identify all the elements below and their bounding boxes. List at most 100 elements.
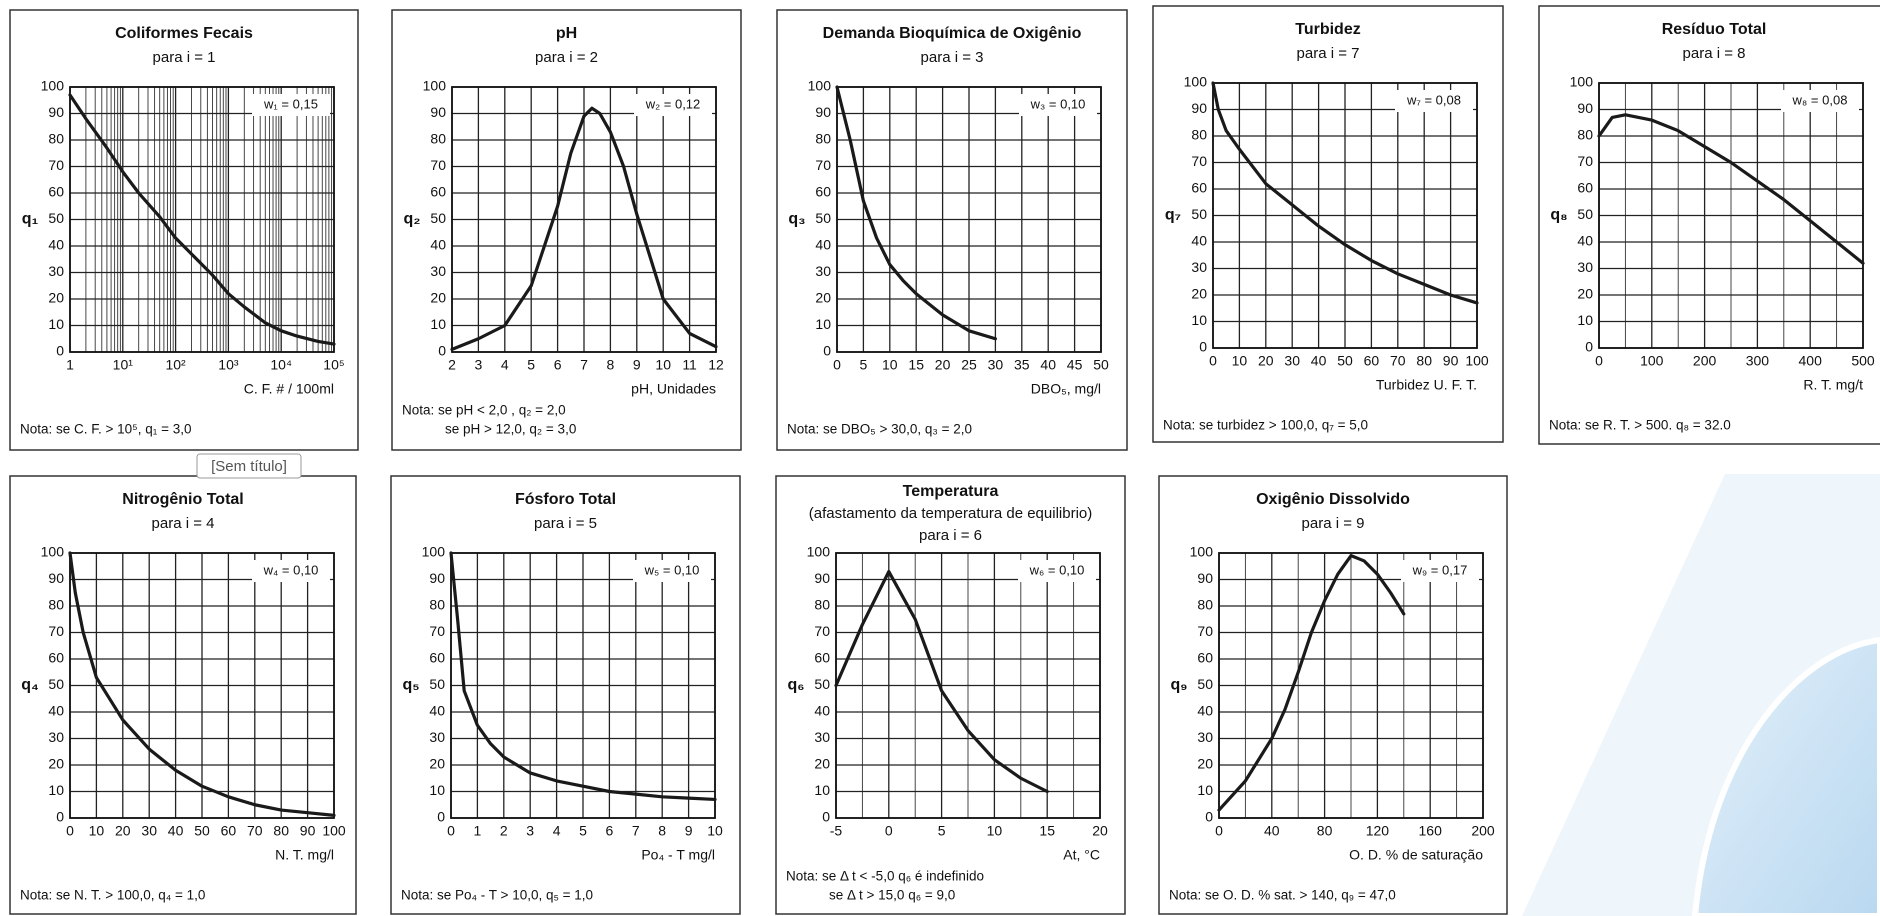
- y-tick-label: 50: [48, 676, 64, 692]
- y-tick-label: 0: [823, 343, 831, 359]
- y-tick-label: 60: [815, 184, 831, 200]
- chart-subtitle: para i = 5: [534, 515, 597, 532]
- y-tick-label: 100: [1190, 544, 1214, 560]
- x-tick-label: 30: [1284, 353, 1300, 369]
- plot-border: [1598, 82, 1864, 349]
- x-tick-label: 90: [1443, 353, 1459, 369]
- weight-label: w₈ = 0,08: [1792, 92, 1848, 107]
- water-drop: [1691, 636, 1880, 916]
- weight-label: w₅ = 0,10: [644, 562, 700, 577]
- y-tick-label: 100: [1184, 74, 1208, 90]
- x-tick-label: 6: [606, 823, 614, 839]
- x-axis-label: At, °C: [1063, 847, 1100, 863]
- chart-subtitle: para i = 8: [1683, 45, 1746, 62]
- y-tick-label: 50: [1577, 206, 1593, 222]
- y-tick-label: 70: [815, 157, 831, 173]
- y-tick-label: 60: [1577, 180, 1593, 196]
- y-tick-label: 30: [814, 729, 830, 745]
- chart-title: Nitrogênio Total: [122, 491, 243, 508]
- y-tick-label: 20: [1577, 286, 1593, 302]
- y-tick-label: 10: [1197, 782, 1213, 798]
- chart-title: Demanda Bioquímica de Oxigênio: [823, 25, 1082, 42]
- weight-box: [1395, 90, 1473, 112]
- note: Nota: se C. F. > 10⁵, q₁ = 3,0: [20, 422, 192, 437]
- x-tick-label: 3: [526, 823, 534, 839]
- chart-subtitle: para i = 9: [1302, 515, 1365, 532]
- chart-panel: Demanda Bioquímica de Oxigênio para i = 3…: [776, 9, 1128, 451]
- x-tick-label: 2: [448, 357, 456, 373]
- y-tick-label: 100: [422, 544, 446, 560]
- x-tick-label: 70: [1390, 353, 1406, 369]
- curve: [450, 106, 718, 351]
- chart-panel: Oxigênio Dissolvido para i = 9 0 40 80 120 160…: [1158, 475, 1508, 915]
- chart-title: Coliformes Fecais: [115, 25, 253, 42]
- panel-border: [1152, 5, 1504, 443]
- x-tick-label: 10: [987, 823, 1003, 839]
- x-tick-label: 20: [1092, 823, 1108, 839]
- weight-box: [1401, 560, 1479, 582]
- y-tick-label: 80: [1197, 597, 1213, 613]
- x-tick-label: 0: [1215, 823, 1223, 839]
- panel-border: [775, 475, 1126, 915]
- y-tick-label: 70: [429, 623, 445, 639]
- x-tick-label: 60: [221, 823, 237, 839]
- y-tick-label: 40: [815, 237, 831, 253]
- y-tick-label: 90: [48, 104, 64, 120]
- y-tick-label: 20: [1197, 756, 1213, 772]
- curve: [1217, 554, 1406, 812]
- curve: [1597, 113, 1865, 265]
- y-tick-label: 20: [814, 756, 830, 772]
- note: Nota: se DBO₅ > 30,0, q₃ = 2,0: [787, 422, 972, 437]
- y-axis-label: q₄: [21, 677, 38, 694]
- x-tick-label: 20: [1258, 353, 1274, 369]
- x-tick-label: 100: [1465, 353, 1489, 369]
- x-tick-label: 10¹: [113, 357, 134, 373]
- x-tick-label: 12: [708, 357, 724, 373]
- note: se pH > 12,0, q₂ = 3,0: [445, 422, 576, 437]
- y-tick-label: 40: [1191, 233, 1207, 249]
- x-tick-label: 8: [607, 357, 615, 373]
- x-tick-label: 200: [1693, 353, 1717, 369]
- x-tick-label: 100: [322, 823, 346, 839]
- y-tick-label: 40: [48, 703, 64, 719]
- x-tick-label: 0: [885, 823, 893, 839]
- x-tick-label: 5: [938, 823, 946, 839]
- x-tick-label: 15: [908, 357, 924, 373]
- chart-title: Turbidez: [1295, 21, 1360, 38]
- x-tick-label: 60: [1364, 353, 1380, 369]
- y-tick-label: 70: [1191, 153, 1207, 169]
- y-tick-label: 50: [430, 210, 446, 226]
- y-tick-label: 40: [429, 703, 445, 719]
- x-tick-label: 30: [988, 357, 1004, 373]
- x-tick-label: -5: [830, 823, 843, 839]
- y-tick-label: 70: [430, 157, 446, 173]
- chart-subtitle: para i = 6: [919, 527, 982, 544]
- note: se Δ t > 15,0 q₆ = 9,0: [829, 888, 955, 903]
- x-tick-label: 15: [1039, 823, 1055, 839]
- x-tick-label: 90: [300, 823, 316, 839]
- x-tick-label: 80: [1317, 823, 1333, 839]
- x-tick-label: 4: [553, 823, 561, 839]
- panel-border: [9, 9, 359, 451]
- weight-label: w₂ = 0,12: [645, 96, 701, 111]
- panel-border: [1538, 5, 1880, 445]
- x-tick-label: 9: [633, 357, 641, 373]
- plot-border: [450, 552, 716, 819]
- x-tick-label: 40: [1311, 353, 1327, 369]
- x-tick-label: 70: [247, 823, 263, 839]
- y-tick-label: 10: [1191, 312, 1207, 328]
- chart-title: Resíduo Total: [1662, 21, 1767, 38]
- plot-border: [1212, 82, 1478, 349]
- x-tick-label: 10⁵: [323, 357, 344, 373]
- y-tick-label: 90: [48, 570, 64, 586]
- weight-box: [252, 560, 330, 582]
- x-tick-label: 200: [1471, 823, 1495, 839]
- y-tick-label: 100: [807, 544, 831, 560]
- y-tick-label: 100: [808, 78, 832, 94]
- y-tick-label: 80: [429, 597, 445, 613]
- y-tick-label: 10: [815, 316, 831, 332]
- chart-subtitle: (afastamento da temperatura de equilibri…: [809, 505, 1093, 522]
- plot-border: [69, 86, 335, 353]
- x-tick-label: 120: [1366, 823, 1390, 839]
